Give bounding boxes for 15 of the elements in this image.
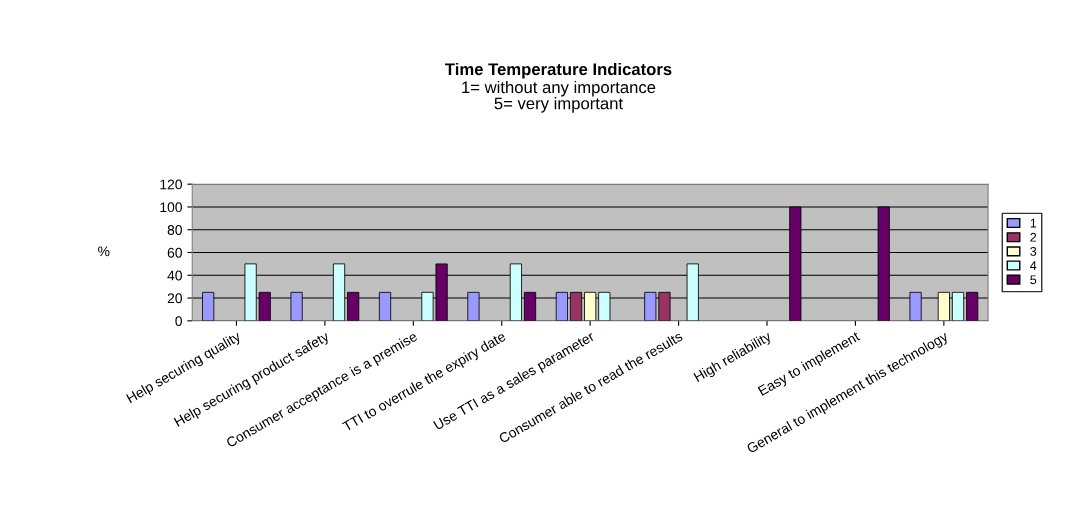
chart-title: Time Temperature Indicators [445, 62, 672, 79]
legend-label: 3 [1030, 247, 1037, 256]
y-tick-label: 120 [160, 179, 182, 190]
chart-subtitle: 1= without any importance 5= very important [462, 80, 656, 113]
y-tick-label: 60 [167, 247, 182, 258]
legend-label: 1 [1030, 218, 1037, 228]
legend-label: 2 [1030, 232, 1037, 242]
legend-label: 4 [1030, 261, 1037, 270]
y-tick-label: 0 [175, 316, 182, 326]
y-tick-label: 100 [160, 202, 182, 213]
y-tick-label: 40 [167, 270, 182, 281]
y-axis-title: % [98, 246, 110, 257]
y-tick-label: 80 [167, 225, 182, 235]
y-tick-label: 20 [167, 293, 182, 304]
legend-label: 5 [1030, 275, 1037, 285]
